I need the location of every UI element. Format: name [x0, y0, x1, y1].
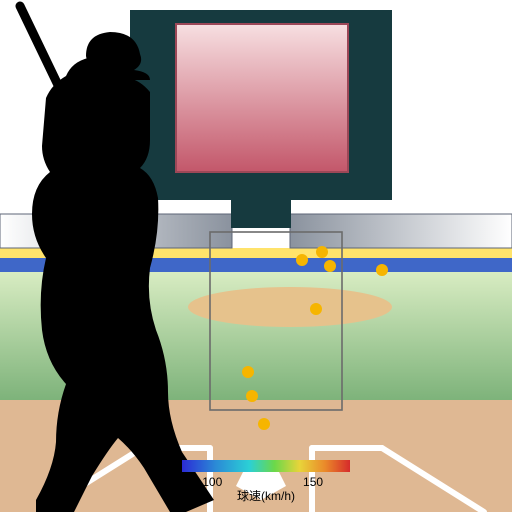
stands-right	[290, 214, 512, 248]
pitch-marker	[242, 366, 254, 378]
pitch-location-chart: 100 150 球速(km/h)	[0, 0, 512, 512]
legend-tick: 100	[202, 475, 222, 489]
pitch-marker	[296, 254, 308, 266]
scoreboard-screen	[176, 24, 348, 172]
pitchers-mound	[188, 287, 392, 327]
pitch-marker	[310, 303, 322, 315]
legend-tick: 150	[303, 475, 323, 489]
pitch-marker	[258, 418, 270, 430]
pitch-marker	[324, 260, 336, 272]
legend-label: 球速(km/h)	[237, 489, 295, 503]
pitch-marker	[376, 264, 388, 276]
pitch-marker	[246, 390, 258, 402]
pitch-marker	[316, 246, 328, 258]
scoreboard-neck	[231, 200, 291, 228]
legend-bar	[182, 460, 350, 472]
